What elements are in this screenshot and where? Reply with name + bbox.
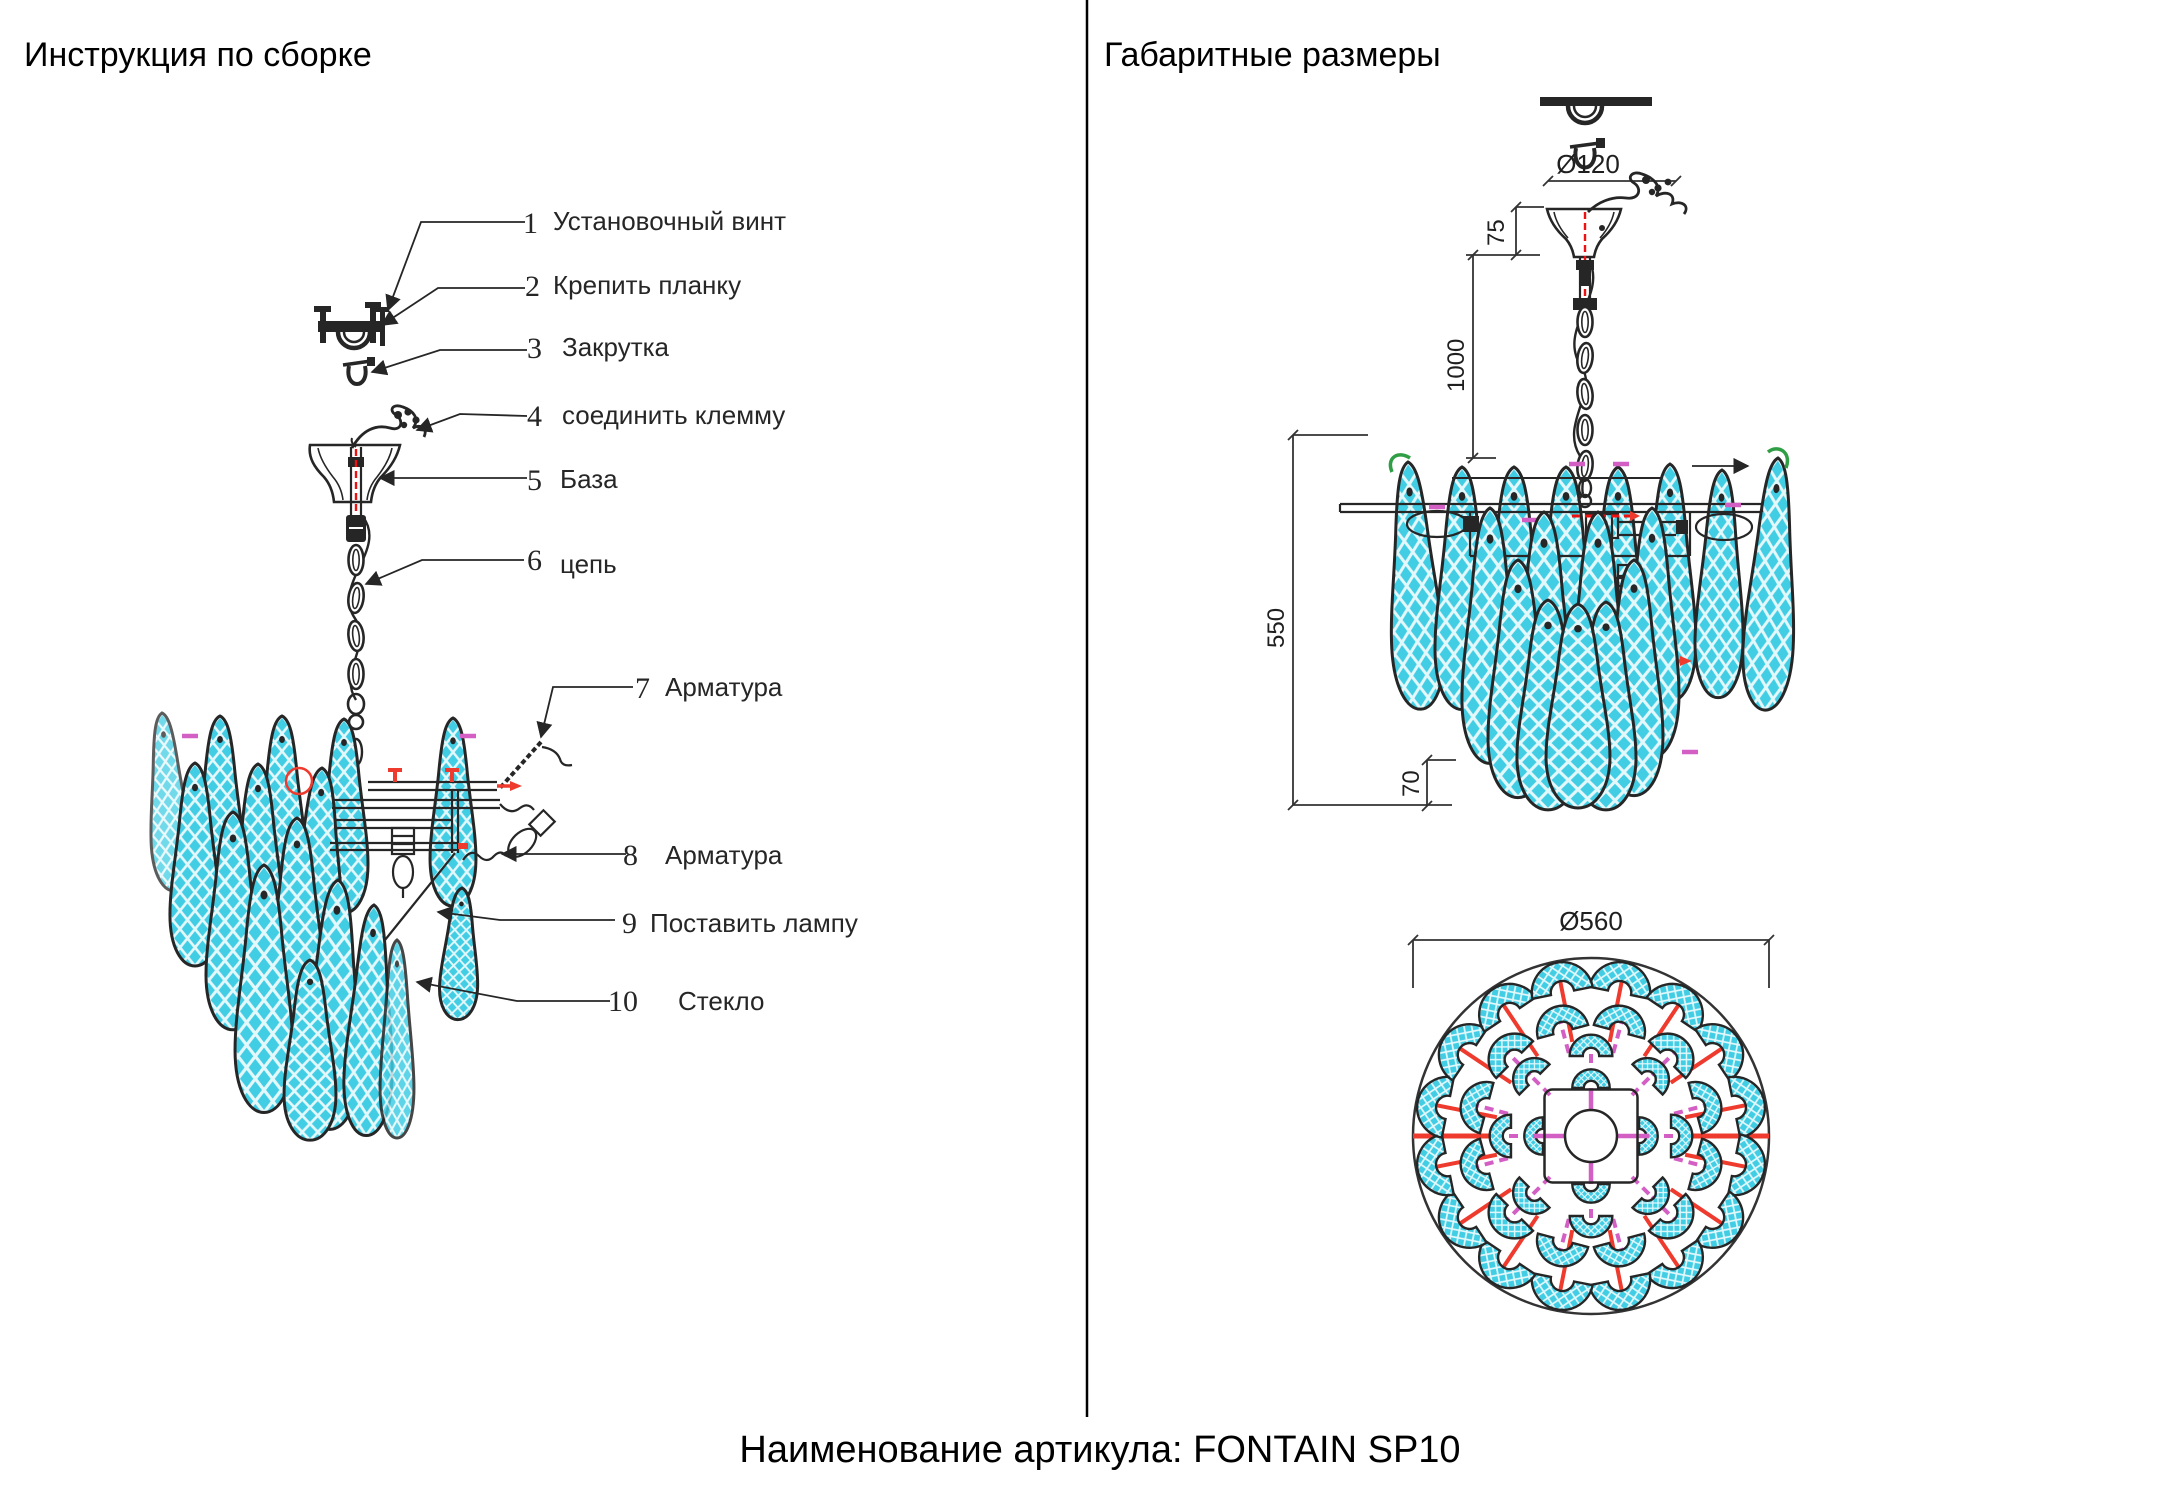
part-label: Установочный винт xyxy=(553,206,786,236)
dimensions-title: Габаритные размеры xyxy=(1104,36,1441,74)
part-label: Закрутка xyxy=(562,332,670,362)
svg-text:550: 550 xyxy=(1263,608,1290,648)
part-number: 7 xyxy=(635,672,650,705)
green-hook-right xyxy=(1766,447,1790,469)
part-label: База xyxy=(560,464,618,494)
part-number: 8 xyxy=(623,839,638,872)
part-label: Арматура xyxy=(665,840,783,870)
svg-text:Ø120: Ø120 xyxy=(1556,149,1620,179)
dim-canopy-diameter: Ø120 xyxy=(1542,149,1682,187)
part-number: 2 xyxy=(525,270,540,303)
svg-text:1000: 1000 xyxy=(1443,339,1470,392)
part-number: 3 xyxy=(527,332,542,365)
part-label: цепь xyxy=(560,549,617,579)
part-label: Арматура xyxy=(665,672,783,702)
part-label: Крепить планку xyxy=(553,270,741,300)
red-highlight-circle xyxy=(284,766,314,796)
ceiling-mount-icon xyxy=(1540,97,1652,170)
leader-lines xyxy=(364,221,633,1002)
svg-text:70: 70 xyxy=(1398,770,1425,797)
canopy-icon xyxy=(1545,207,1623,310)
part-label: Стекло xyxy=(678,986,764,1016)
part-labels: 1 Установочный винт 2 Крепить планку 3 З… xyxy=(523,206,858,1018)
frame-armature xyxy=(182,733,573,941)
assembly-panel: Инструкция по сборке xyxy=(24,36,858,1140)
part-number: 6 xyxy=(527,544,542,577)
wire-terminal-icon xyxy=(1587,171,1688,215)
dim-body-height: 550 xyxy=(1263,429,1452,811)
article-caption: Наименование артикула: FONTAIN SP10 xyxy=(739,1429,1460,1471)
assembly-title: Инструкция по сборке xyxy=(24,36,372,74)
canopy-base-icon xyxy=(308,443,402,542)
svg-text:75: 75 xyxy=(1483,219,1510,246)
dim-suspension-length: 1000 xyxy=(1443,249,1540,464)
dim-canopy-height: 75 xyxy=(1483,201,1544,261)
bottom-plan-view xyxy=(1410,955,1772,1317)
part-number: 4 xyxy=(527,400,542,433)
part-number: 9 xyxy=(622,907,637,940)
svg-text:Ø560: Ø560 xyxy=(1559,906,1623,936)
shackle-icon xyxy=(342,357,375,386)
part-label: Поставить лампу xyxy=(650,908,858,938)
dimensions-panel: Габаритные размеры Ø120 xyxy=(1104,36,1803,1317)
part-number: 10 xyxy=(608,985,638,1018)
part-number: 5 xyxy=(527,464,542,497)
red-fasteners xyxy=(388,768,522,849)
glass-pendants-back xyxy=(1382,457,1803,712)
part-label: соединить клемму xyxy=(562,400,785,430)
dim-body-diameter: Ø560 xyxy=(1407,906,1775,988)
dim-bottom-tier: 70 xyxy=(1398,754,1456,812)
wire-terminal-icon xyxy=(350,404,427,449)
mounting-bracket-icon xyxy=(314,302,389,386)
green-hook-left xyxy=(1388,453,1411,473)
part-number: 1 xyxy=(523,207,538,240)
